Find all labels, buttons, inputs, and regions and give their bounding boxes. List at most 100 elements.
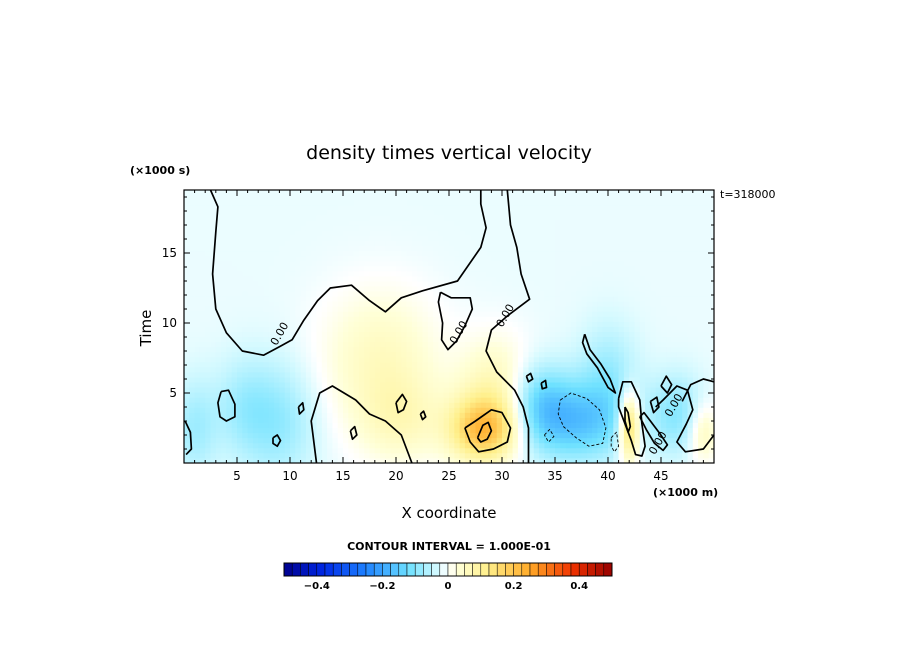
heatmap-cell: [401, 402, 407, 408]
heatmap-cell: [311, 200, 317, 206]
heatmap-cell: [231, 321, 238, 327]
heatmap-cell: [544, 412, 551, 418]
heatmap-cell: [650, 326, 657, 332]
heatmap-cell: [364, 377, 370, 383]
heatmap-cell: [517, 402, 524, 408]
heatmap-cell: [215, 215, 222, 221]
heatmap-cell: [189, 311, 195, 317]
heatmap-cell: [369, 382, 376, 388]
heatmap-cell: [449, 346, 455, 353]
heatmap-cell: [337, 412, 344, 418]
heatmap-cell: [396, 346, 402, 353]
heatmap-cell: [533, 326, 540, 332]
heatmap-cell: [263, 250, 270, 257]
heatmap-cell: [570, 250, 577, 257]
heatmap-cell: [364, 316, 370, 322]
heatmap-cell: [189, 366, 195, 373]
heatmap-cell: [433, 427, 439, 434]
heatmap-cell: [555, 382, 561, 388]
heatmap-cell: [570, 311, 577, 317]
heatmap-cell: [300, 437, 307, 444]
heatmap-cell: [247, 245, 254, 252]
heatmap-cell: [258, 296, 264, 302]
heatmap-cell: [565, 407, 572, 413]
heatmap-cell: [576, 397, 582, 403]
heatmap-cell: [316, 235, 323, 241]
heatmap-cell: [602, 346, 609, 353]
heatmap-cell: [237, 225, 243, 231]
heatmap-cell: [411, 240, 418, 247]
heatmap-cell: [205, 235, 211, 241]
heatmap-cell: [258, 442, 264, 449]
heatmap-cell: [189, 210, 195, 216]
heatmap-cell: [247, 392, 254, 398]
heatmap-cell: [332, 326, 339, 332]
heatmap-cell: [401, 412, 407, 418]
heatmap-cell: [602, 286, 609, 292]
heatmap-cell: [316, 402, 323, 408]
heatmap-cell: [634, 437, 641, 444]
heatmap-cell: [321, 351, 328, 358]
heatmap-cell: [295, 336, 301, 343]
heatmap-cell: [422, 372, 429, 378]
heatmap-cell: [189, 225, 195, 231]
heatmap-cell: [401, 195, 407, 201]
heatmap-cell: [496, 366, 503, 373]
heatmap-cell: [459, 331, 466, 338]
heatmap-cell: [348, 250, 354, 257]
heatmap-cell: [449, 422, 455, 429]
heatmap-cell: [369, 417, 376, 423]
heatmap-cell: [184, 402, 190, 408]
heatmap-cell: [290, 372, 296, 378]
heatmap-cell: [358, 422, 365, 429]
heatmap-cell: [194, 301, 201, 307]
heatmap-cell: [581, 392, 588, 398]
heatmap-cell: [512, 351, 519, 358]
heatmap-cell: [470, 372, 476, 378]
heatmap-cell: [199, 270, 206, 277]
heatmap-cell: [427, 437, 434, 444]
heatmap-cell: [194, 240, 201, 247]
heatmap-cell: [401, 205, 407, 211]
heatmap-cell: [247, 361, 254, 368]
heatmap-cell: [666, 417, 672, 423]
heatmap-cell: [629, 220, 635, 226]
heatmap-cell: [512, 230, 519, 236]
heatmap-cell: [464, 200, 471, 206]
heatmap-cell: [417, 316, 423, 322]
heatmap-cell: [215, 286, 222, 292]
heatmap-cell: [629, 235, 635, 241]
heatmap-cell: [634, 321, 641, 327]
heatmap-cell: [274, 281, 280, 287]
heatmap-cell: [300, 417, 307, 423]
heatmap-cell: [565, 255, 572, 262]
heatmap-cell: [205, 311, 211, 317]
heatmap-cell: [470, 356, 476, 363]
heatmap-cell: [284, 447, 291, 454]
heatmap-cell: [491, 432, 498, 439]
heatmap-cell: [438, 366, 445, 373]
heatmap-cell: [406, 225, 413, 231]
heatmap-cell: [247, 225, 254, 231]
heatmap-cell: [544, 417, 551, 423]
heatmap-cell: [486, 235, 492, 241]
heatmap-cell: [576, 331, 582, 338]
heatmap-cell: [528, 402, 535, 408]
heatmap-cell: [411, 316, 418, 322]
heatmap-cell: [570, 442, 577, 449]
heatmap-cell: [390, 366, 397, 373]
heatmap-cell: [427, 200, 434, 206]
heatmap-cell: [549, 392, 556, 398]
heatmap-cell: [390, 442, 397, 449]
heatmap-cell: [427, 407, 434, 413]
heatmap-cell: [215, 432, 222, 439]
heatmap-cell: [364, 417, 370, 423]
heatmap-cell: [242, 336, 248, 343]
heatmap-cell: [332, 275, 339, 282]
heatmap-cell: [300, 220, 307, 226]
heatmap-cell: [343, 372, 349, 378]
heatmap-cell: [539, 351, 545, 358]
heatmap-cell: [380, 311, 386, 317]
heatmap-cell: [433, 432, 439, 439]
heatmap-cell: [374, 397, 381, 403]
